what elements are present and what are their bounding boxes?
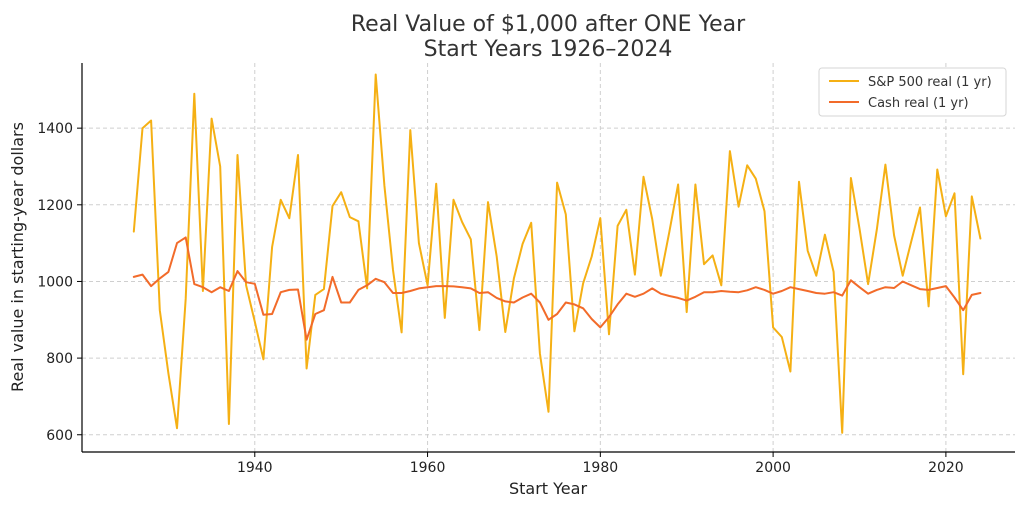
legend: S&P 500 real (1 yr) Cash real (1 yr) (818, 67, 1007, 117)
x-tick-label: 1960 (410, 460, 446, 476)
y-tick-label: 1400 (37, 121, 73, 137)
y-axis-label: Real value in starting-year dollars (8, 122, 27, 392)
y-tick-label: 1000 (37, 274, 73, 290)
x-tick-label: 1980 (583, 460, 619, 476)
x-tick-label: 1940 (237, 460, 273, 476)
cash-real-line (132, 236, 982, 341)
x-tick-label: 2000 (755, 460, 791, 476)
x-tick-label: 2020 (928, 460, 964, 476)
y-tick-label: 800 (46, 351, 73, 367)
sp500-real-line (132, 73, 982, 434)
chart-title-line-1: Real Value of $1,000 after ONE Year (351, 12, 746, 37)
legend-label-sp500: S&P 500 real (1 yr) (868, 75, 992, 90)
grid (82, 63, 1015, 452)
y-tick-label: 1200 (37, 198, 73, 214)
legend-label-cash: Cash real (1 yr) (868, 96, 969, 111)
series-layer (132, 73, 982, 434)
legend-box (818, 67, 1007, 117)
x-axis-label: Start Year (509, 479, 587, 498)
ticks: 1940 1960 1980 2000 2020 600 800 1000 1200 1400 (37, 121, 963, 476)
chart-title-line-2: Start Years 1926–2024 (424, 37, 673, 62)
y-tick-label: 600 (46, 428, 73, 444)
